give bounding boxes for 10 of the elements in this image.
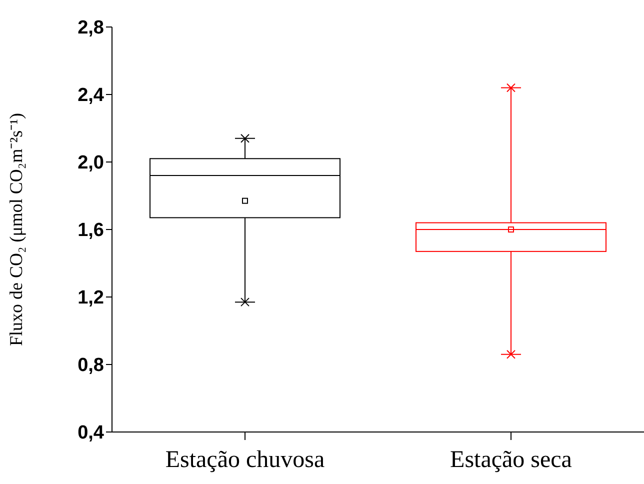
y-tick-label: 2,0	[78, 152, 104, 174]
y-tick-label: 2,8	[78, 18, 104, 39]
y-tick-label: 1,2	[78, 288, 104, 309]
y-axis-title: Fluxo de CO₂ (μmol CO₂m⁻²s⁻¹)	[6, 112, 26, 346]
y-tick-label: 0,4	[78, 422, 104, 444]
x-tick-label: Estação seca	[450, 447, 572, 474]
y-tick-label: 0,8	[78, 355, 104, 376]
y-tick-label: 1,6	[78, 220, 104, 242]
x-tick-label: Estação chuvosa	[165, 447, 325, 474]
y-tick-label: 2,4	[78, 85, 104, 106]
